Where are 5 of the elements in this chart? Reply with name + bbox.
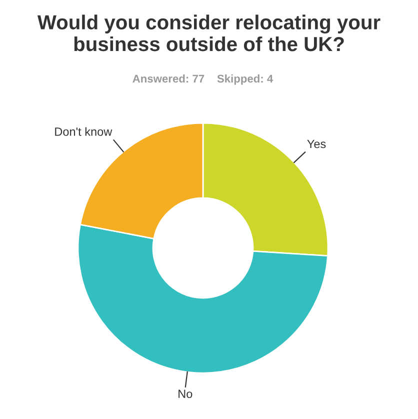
slice-label: Yes <box>307 140 326 148</box>
chart-subtitle: Answered: 77 Skipped: 4 <box>132 74 274 85</box>
slice-label: No <box>178 390 192 398</box>
slice-label: Don't know <box>55 127 112 136</box>
chart-title: Would you consider relocating your business outside of the UK? <box>37 14 380 52</box>
